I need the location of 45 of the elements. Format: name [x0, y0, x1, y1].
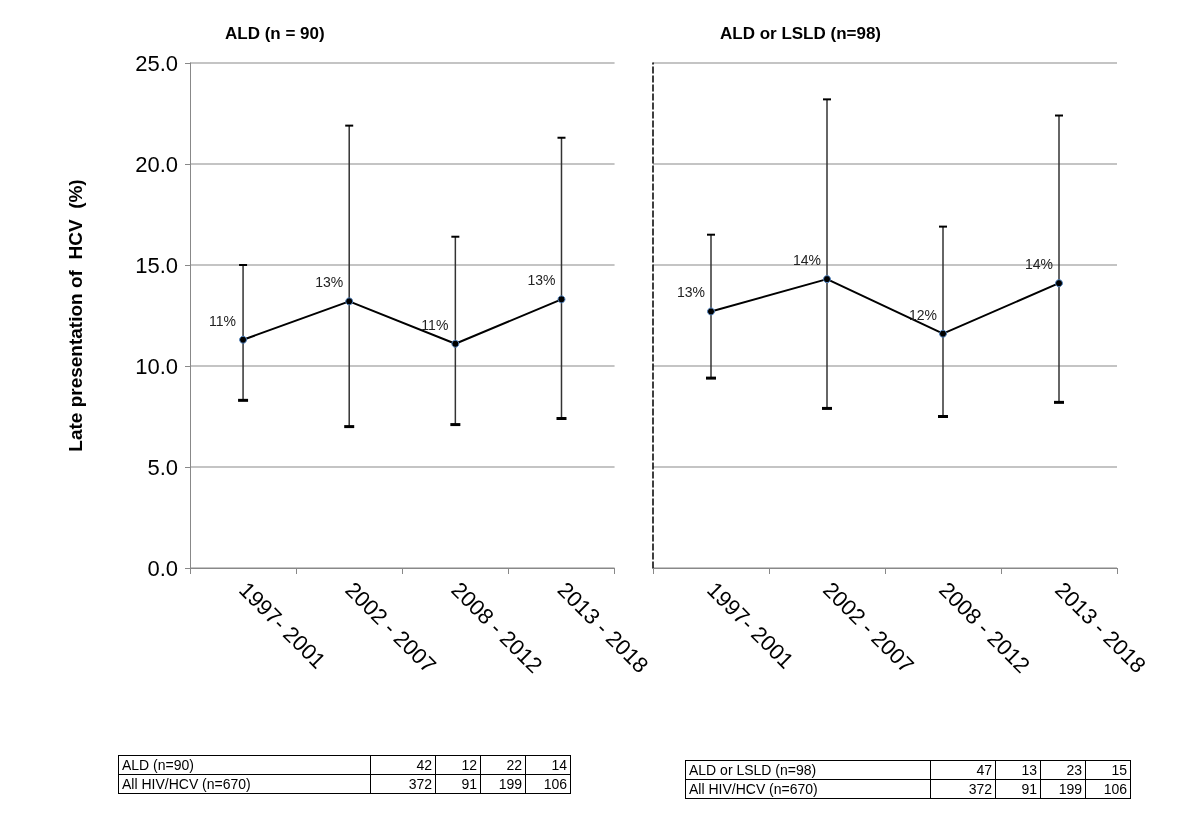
text: 13: [995, 760, 1041, 780]
data-label: 14%: [1025, 256, 1054, 273]
text: 372: [930, 779, 996, 799]
point: [451, 339, 460, 348]
text: 42: [370, 755, 436, 775]
text: 199: [1040, 779, 1086, 799]
text: All HIV/HCV (n=670): [685, 779, 931, 799]
chart-title: ALD or LSLD (n=98): [720, 24, 882, 43]
text: 91: [435, 774, 481, 794]
data-label: 14%: [793, 252, 822, 269]
chart-title: ALD (n = 90): [225, 24, 325, 43]
text: ALD (n=90): [118, 755, 371, 775]
data-label: 11%: [421, 316, 449, 333]
text: 199: [480, 774, 526, 794]
point: [239, 335, 248, 344]
point: [1055, 279, 1063, 288]
text: 23: [1040, 760, 1086, 780]
data-label: 13%: [527, 272, 556, 289]
y-tick-label: 0.0: [147, 555, 178, 581]
text: ALD or LSLD (n=98): [685, 760, 931, 780]
data-label: 12%: [909, 306, 938, 323]
y-tick-label: 5.0: [147, 454, 178, 480]
data-label: 13%: [677, 284, 706, 301]
text: 372: [370, 774, 436, 794]
text: 47: [930, 760, 996, 780]
point: [557, 295, 566, 304]
text: 22: [480, 755, 526, 775]
point: [345, 297, 354, 306]
y-tick-label: 10.0: [135, 353, 178, 379]
text: 106: [1085, 779, 1131, 799]
point: [707, 307, 715, 316]
point: [939, 329, 947, 338]
point: [823, 275, 831, 284]
text: 91: [995, 779, 1041, 799]
text: 106: [525, 774, 571, 794]
y-tick-label: 20.0: [135, 151, 178, 177]
data-label: 13%: [315, 274, 344, 291]
y-axis-title: Late presentation of HCV (%): [65, 179, 86, 452]
text: All HIV/HCV (n=670): [118, 774, 371, 794]
y-tick-label: 25.0: [135, 50, 178, 76]
text: 15: [1085, 760, 1131, 780]
text: 14: [525, 755, 571, 775]
data-label: 11%: [209, 312, 237, 329]
y-tick-label: 15.0: [135, 252, 178, 278]
text: 12: [435, 755, 481, 775]
